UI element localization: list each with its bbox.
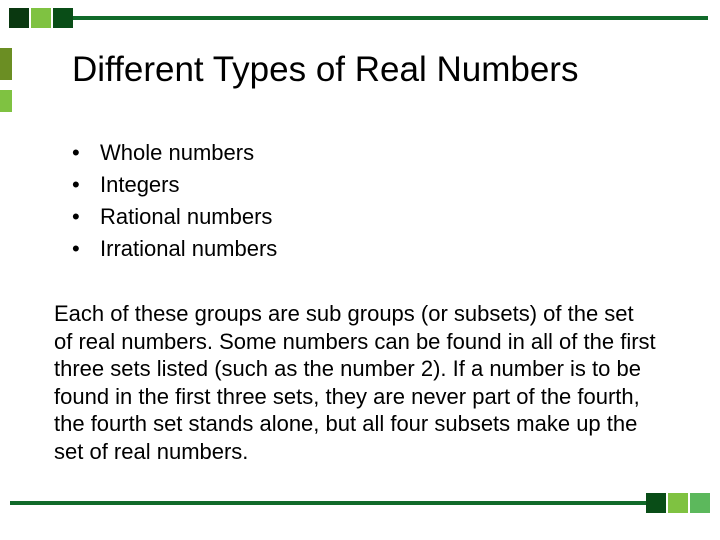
slide: Different Types of Real Numbers •Whole n… <box>0 0 720 540</box>
bullet-item: •Whole numbers <box>72 140 652 166</box>
bullet-text: Integers <box>100 172 180 198</box>
bullet-text: Rational numbers <box>100 204 272 230</box>
top-sq-3 <box>53 8 73 28</box>
bullet-list: •Whole numbers•Integers•Rational numbers… <box>72 140 652 268</box>
bot-sq-2 <box>668 493 688 513</box>
top-sq-1 <box>9 8 29 28</box>
bottom-accent-bar <box>10 501 658 505</box>
top-accent-bar <box>60 16 708 20</box>
slide-title: Different Types of Real Numbers <box>72 50 687 90</box>
bullet-text: Irrational numbers <box>100 236 277 262</box>
bot-sq-1 <box>646 493 666 513</box>
side-sq-2 <box>0 90 12 112</box>
body-paragraph: Each of these groups are sub groups (or … <box>54 300 658 465</box>
bullet-dot-icon: • <box>72 204 100 230</box>
bullet-item: •Integers <box>72 172 652 198</box>
bot-sq-3 <box>690 493 710 513</box>
side-sq-1 <box>0 48 12 80</box>
top-sq-2 <box>31 8 51 28</box>
bullet-dot-icon: • <box>72 172 100 198</box>
bullet-item: •Rational numbers <box>72 204 652 230</box>
bullet-dot-icon: • <box>72 140 100 166</box>
bullet-text: Whole numbers <box>100 140 254 166</box>
bullet-dot-icon: • <box>72 236 100 262</box>
bullet-item: •Irrational numbers <box>72 236 652 262</box>
